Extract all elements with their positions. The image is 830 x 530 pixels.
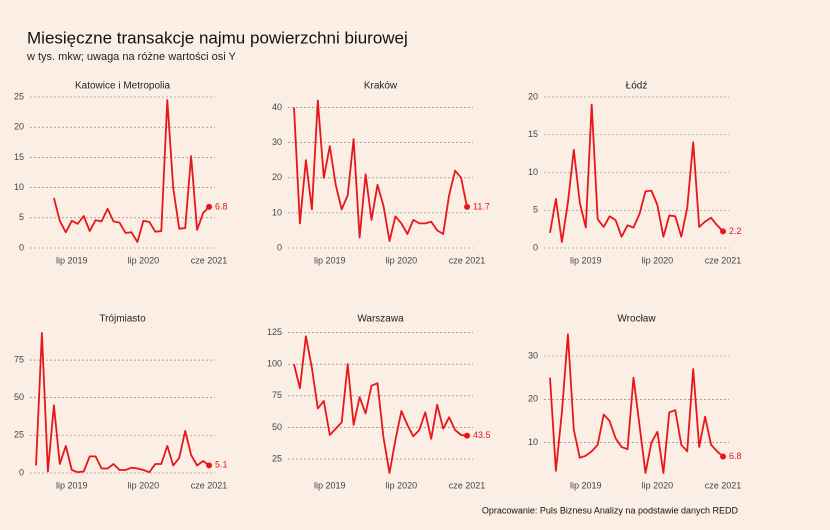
y-tick-label: 5 xyxy=(533,205,538,215)
source: Opracowanie: Puls Biznesu Analizy na pod… xyxy=(482,505,739,515)
x-tick-label: lip 2019 xyxy=(56,255,88,265)
line xyxy=(549,103,724,243)
x-tick-label: cze 2021 xyxy=(449,480,486,490)
x-tick-label: lip 2019 xyxy=(314,480,346,490)
y-tick-label: 10 xyxy=(272,207,282,217)
x-tick-label: lip 2020 xyxy=(128,480,160,490)
end-point xyxy=(720,228,727,235)
panel-title: Trójmiasto xyxy=(99,314,146,325)
panel-title: Katowice i Metropolia xyxy=(75,81,170,92)
y-tick-label: 15 xyxy=(528,129,538,139)
y-tick-label: 50 xyxy=(272,422,282,432)
y-tick-label: 20 xyxy=(272,172,282,182)
y-tick-label: 20 xyxy=(528,91,538,101)
y-tick-label: 15 xyxy=(14,152,24,162)
y-tick-label: 10 xyxy=(528,167,538,177)
end-point xyxy=(464,432,471,439)
y-tick-label: 30 xyxy=(528,350,538,360)
y-tick-label: 25 xyxy=(14,430,24,440)
x-tick-label: lip 2020 xyxy=(128,255,160,265)
x-tick-label: cze 2021 xyxy=(705,255,742,265)
y-tick-label: 125 xyxy=(267,327,282,337)
x-tick-label: cze 2021 xyxy=(191,255,228,265)
y-tick-label: 0 xyxy=(533,242,538,252)
y-tick-label: 50 xyxy=(14,392,24,402)
x-tick-label: lip 2019 xyxy=(570,255,602,265)
x-tick-label: lip 2020 xyxy=(386,255,418,265)
y-tick-label: 20 xyxy=(14,122,24,132)
line xyxy=(53,99,210,243)
end-label: 5.1 xyxy=(215,460,228,470)
end-label: 11.7 xyxy=(473,201,490,211)
line xyxy=(293,99,468,242)
end-point xyxy=(464,203,471,210)
panel-title: Warszawa xyxy=(357,314,404,325)
end-point xyxy=(206,462,213,469)
y-tick-label: 0 xyxy=(277,242,282,252)
end-label: 2.2 xyxy=(729,226,742,236)
line xyxy=(35,332,210,474)
line xyxy=(549,333,724,474)
y-tick-label: 5 xyxy=(19,212,24,222)
panel-title: Wrocław xyxy=(617,314,656,325)
y-tick-label: 25 xyxy=(272,453,282,463)
end-point xyxy=(206,203,213,210)
y-tick-label: 20 xyxy=(528,394,538,404)
y-tick-label: 10 xyxy=(14,182,24,192)
x-tick-label: lip 2019 xyxy=(570,480,602,490)
y-tick-label: 100 xyxy=(267,359,282,369)
y-tick-label: 0 xyxy=(19,242,24,252)
panel-title: Kraków xyxy=(364,81,398,92)
end-label: 43.5 xyxy=(473,430,491,440)
x-tick-label: cze 2021 xyxy=(449,255,486,265)
end-point xyxy=(720,453,727,460)
line xyxy=(293,335,468,474)
end-label: 6.8 xyxy=(729,451,742,461)
y-tick-label: 40 xyxy=(272,102,282,112)
panel-title: Łódź xyxy=(626,81,648,92)
x-tick-label: lip 2019 xyxy=(314,255,346,265)
x-tick-label: cze 2021 xyxy=(191,480,228,490)
chart-title: Miesięczne transakcje najmu powierzchni … xyxy=(27,28,408,47)
x-tick-label: cze 2021 xyxy=(705,480,742,490)
y-tick-label: 30 xyxy=(272,137,282,147)
y-tick-label: 0 xyxy=(19,467,24,477)
x-tick-label: lip 2019 xyxy=(56,480,88,490)
chart-subtitle: w tys. mkw; uwaga na różne wartości osi … xyxy=(26,51,237,63)
y-tick-label: 75 xyxy=(272,390,282,400)
x-tick-label: lip 2020 xyxy=(642,255,674,265)
y-tick-label: 25 xyxy=(14,91,24,101)
x-tick-label: lip 2020 xyxy=(386,480,418,490)
y-tick-label: 10 xyxy=(528,437,538,447)
y-tick-label: 75 xyxy=(14,354,24,364)
end-label: 6.8 xyxy=(215,201,228,211)
x-tick-label: lip 2020 xyxy=(642,480,674,490)
